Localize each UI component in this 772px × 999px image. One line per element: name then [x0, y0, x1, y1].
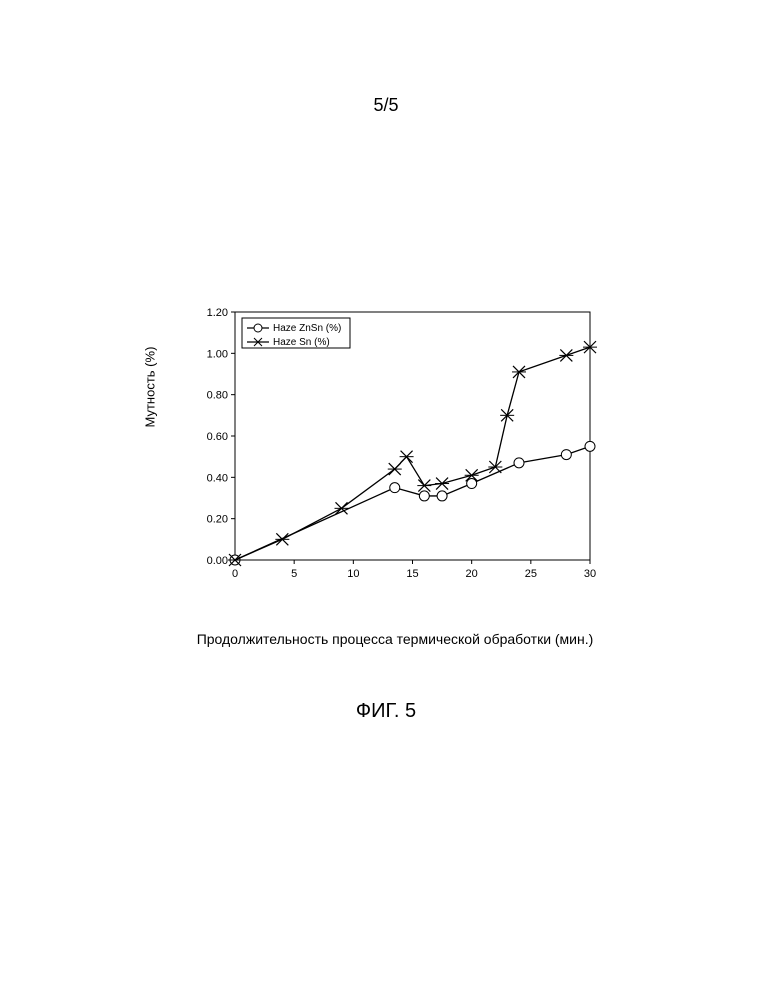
svg-text:0: 0	[232, 568, 238, 580]
figure-label: ФИГ. 5	[0, 700, 772, 723]
svg-text:20: 20	[466, 568, 478, 580]
x-axis-label: Продолжительность процесса термической о…	[180, 630, 610, 650]
svg-text:Haze Sn (%): Haze Sn (%)	[273, 337, 330, 348]
svg-text:0.60: 0.60	[207, 431, 228, 443]
svg-text:30: 30	[584, 568, 596, 580]
chart-container: 0.00 0.20 0.40 0.60 0.80 1.00 1.20 0 5 10 15 20 25 30…	[180, 300, 610, 610]
svg-text:5: 5	[291, 568, 297, 580]
chart-svg: 0.00 0.20 0.40 0.60 0.80 1.00 1.20 0 5 10 15 20 25 30…	[180, 300, 610, 610]
svg-text:0.00: 0.00	[207, 555, 228, 567]
y-axis-label: Мутность (%)	[143, 347, 158, 428]
svg-text:0.20: 0.20	[207, 514, 228, 526]
svg-text:15: 15	[406, 568, 418, 580]
svg-text:1.00: 1.00	[207, 348, 228, 360]
page-number: 5/5	[0, 95, 772, 116]
svg-text:0.80: 0.80	[207, 390, 228, 402]
svg-text:10: 10	[347, 568, 359, 580]
svg-text:Haze ZnSn (%): Haze ZnSn (%)	[273, 323, 341, 334]
svg-text:1.20: 1.20	[207, 307, 228, 319]
svg-text:25: 25	[525, 568, 537, 580]
svg-text:0.40: 0.40	[207, 472, 228, 484]
